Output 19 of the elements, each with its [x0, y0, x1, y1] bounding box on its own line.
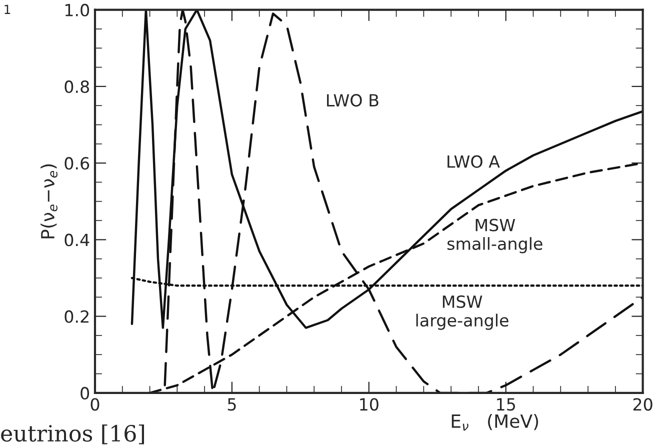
y-tick-label: 0 — [80, 386, 90, 400]
y-tick-label: 0.2 — [64, 310, 88, 323]
y-tick-label: 0.8 — [64, 80, 89, 94]
text: E$_{ν}$ (MeV) — [452, 414, 538, 431]
y-tick-label: 1.0 — [65, 4, 90, 16]
x-tick-label: 5 — [228, 398, 236, 411]
series-label: LWO A — [448, 155, 500, 168]
x-tick-label: 20 — [633, 398, 652, 411]
text: 1 — [4, 4, 10, 14]
x-tick-label: 15 — [497, 398, 515, 411]
text: eutrinos [16] — [1, 424, 144, 444]
series-label: MSW large-angle — [416, 295, 508, 330]
series-label: LWO B — [327, 94, 378, 107]
y-tick-label: 0.6 — [64, 157, 90, 170]
y-axis-title: P(ν$_{e}$−ν$_{e}$) — [40, 164, 58, 238]
y-tick-label: 0.4 — [64, 234, 90, 246]
x-tick-label: 10 — [360, 398, 378, 411]
series-label: MSW small-angle — [447, 218, 542, 254]
x-tick-label: 0 — [90, 398, 100, 411]
